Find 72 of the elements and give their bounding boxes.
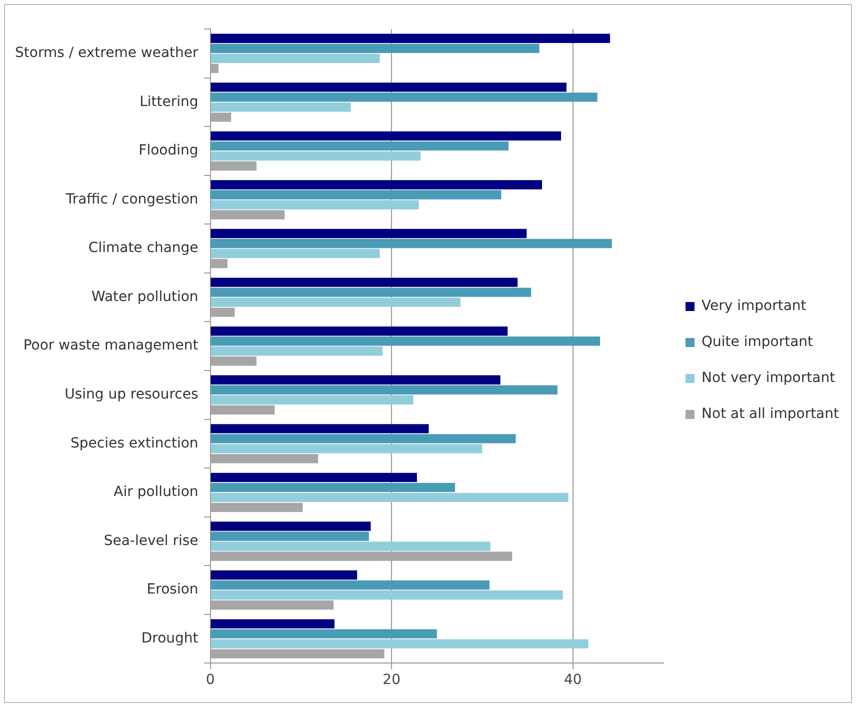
bar xyxy=(210,639,588,648)
y-tick-label: Species extinction xyxy=(70,435,198,452)
y-tick-label: Flooding xyxy=(138,142,198,159)
bar xyxy=(210,326,508,336)
y-tick-label: Littering xyxy=(140,94,198,110)
y-tick-label: Air pollution xyxy=(114,484,198,500)
bar xyxy=(210,482,456,492)
bar xyxy=(210,34,610,43)
legend-label: Quite important xyxy=(702,334,814,350)
bar xyxy=(210,580,490,590)
bar xyxy=(210,141,509,151)
bar xyxy=(210,102,351,112)
bar xyxy=(210,258,228,268)
bar xyxy=(210,434,516,444)
bar xyxy=(210,600,334,610)
bar xyxy=(210,210,285,220)
bar xyxy=(210,542,490,551)
x-tick-label: 0 xyxy=(206,672,215,688)
bar xyxy=(210,308,235,317)
bar xyxy=(210,395,414,404)
bar xyxy=(210,64,218,73)
bar xyxy=(210,248,380,258)
legend-label: Very important xyxy=(702,298,807,314)
y-tick-label: Drought xyxy=(141,630,199,646)
bar xyxy=(210,298,460,307)
bar xyxy=(210,112,232,122)
bar xyxy=(210,161,257,171)
bar xyxy=(210,180,542,190)
bar xyxy=(210,228,527,238)
bar xyxy=(210,92,598,102)
y-tick-label: Traffic / congestion xyxy=(64,191,198,208)
bar xyxy=(210,375,500,384)
bar xyxy=(210,502,303,512)
bar xyxy=(210,288,532,297)
bar xyxy=(210,346,383,356)
legend-label: Not at all important xyxy=(702,406,840,422)
bar xyxy=(210,492,568,502)
y-tick-label: Climate change xyxy=(88,240,198,256)
bar xyxy=(210,238,612,248)
bar xyxy=(210,385,558,394)
bar xyxy=(210,570,358,580)
bar xyxy=(210,619,334,628)
bar xyxy=(210,278,518,287)
bar xyxy=(210,424,429,434)
bar xyxy=(210,629,437,638)
x-tick-label: 20 xyxy=(382,672,400,688)
bar xyxy=(210,444,482,454)
bar xyxy=(210,532,369,541)
bar xyxy=(210,131,562,141)
bar xyxy=(210,356,257,366)
bar xyxy=(210,82,567,92)
y-tick-label: Water pollution xyxy=(92,288,198,305)
y-tick-label: Sea-level rise xyxy=(104,532,198,549)
y-tick-label: Using up resources xyxy=(64,386,198,403)
bar xyxy=(210,522,371,531)
y-tick-label: Storms / extreme weather xyxy=(14,45,199,62)
bar xyxy=(210,649,384,658)
y-tick-label: Poor waste management xyxy=(23,338,199,354)
bar xyxy=(210,552,512,561)
bar xyxy=(210,454,318,464)
bar xyxy=(210,336,600,346)
bar xyxy=(210,54,380,63)
legend-label: Not very important xyxy=(702,370,836,386)
bar xyxy=(210,590,563,600)
bar xyxy=(210,405,275,414)
bar xyxy=(210,190,502,200)
x-tick-label: 40 xyxy=(564,672,582,688)
bar xyxy=(210,44,540,53)
y-tick-label: Erosion xyxy=(146,582,198,598)
bar xyxy=(210,472,417,482)
bar xyxy=(210,151,421,161)
bar xyxy=(210,200,419,210)
